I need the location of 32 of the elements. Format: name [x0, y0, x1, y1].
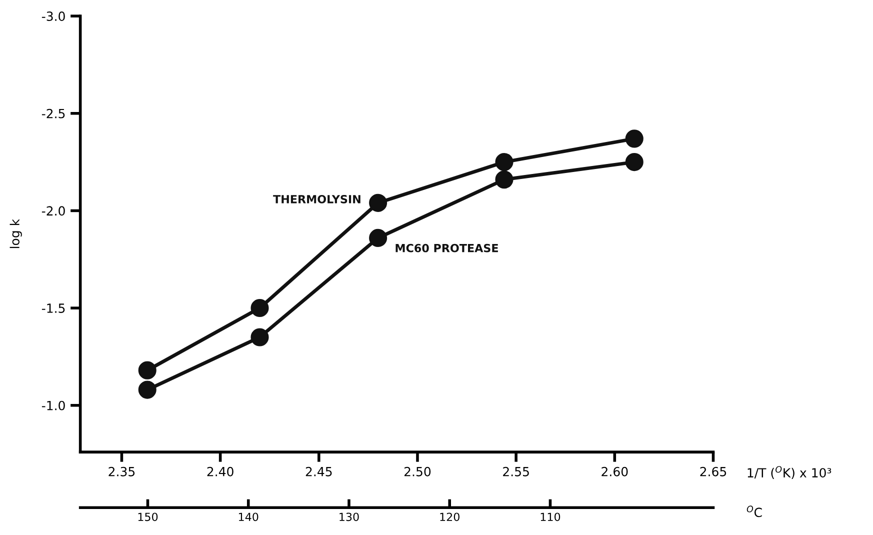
point	[495, 170, 514, 189]
y-tick-label: -2.0	[42, 206, 65, 216]
series-label: THERMOLYSIN	[273, 194, 360, 204]
point	[625, 153, 644, 172]
x-tick-label: 2.65	[700, 466, 726, 476]
series-label: MC60 PROTEASE	[396, 244, 498, 252]
point	[495, 153, 514, 172]
x2-tick-label: 130	[340, 512, 359, 522]
point	[250, 299, 269, 318]
x-tick-label: 2.35	[108, 466, 135, 476]
x-tick-label: 2.40	[207, 466, 234, 476]
x2-axis-title: $^{O}$C	[746, 506, 762, 518]
y-tick-label: -1.5	[42, 304, 65, 313]
x2-tick-label: 110	[540, 512, 560, 522]
x2-tick-label: 140	[238, 512, 258, 522]
point	[369, 194, 388, 212]
x-tick-label: 2.60	[602, 466, 628, 476]
x-tick-label: 2.55	[503, 466, 529, 476]
point	[250, 328, 269, 346]
y-tick-label: -2.5	[42, 108, 65, 118]
point	[138, 380, 156, 399]
x-tick-label: 2.50	[404, 466, 431, 476]
x2-tick-label: 150	[138, 512, 158, 522]
point	[625, 130, 644, 148]
x2-tick-label: 120	[440, 512, 460, 522]
x-axis-title: 1/T ($^{O}$K) x 10³	[748, 466, 832, 479]
point	[138, 361, 156, 380]
x-tick-label: 2.45	[306, 466, 332, 476]
point	[369, 228, 388, 247]
y-tick-label: -1.0	[42, 400, 65, 410]
y-axis-title: log k	[10, 218, 22, 248]
y-tick-label: -3.0	[42, 12, 65, 21]
